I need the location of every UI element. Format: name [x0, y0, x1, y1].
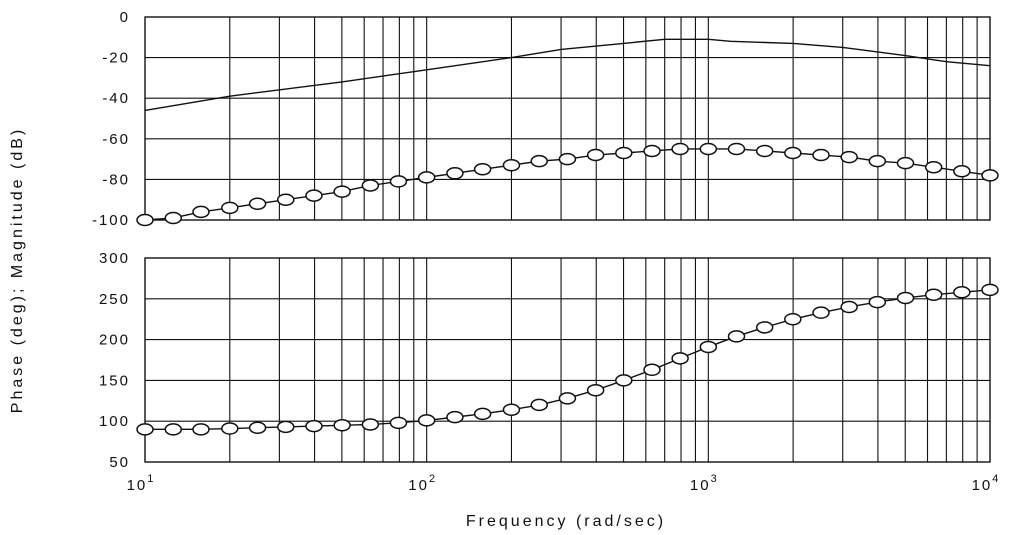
series-line: [144, 38, 991, 112]
data-point-marker: [643, 144, 661, 158]
data-point-marker: [473, 163, 492, 176]
series-line: [145, 289, 991, 431]
data-point-marker: [389, 175, 408, 188]
y-tick-label: 0: [120, 9, 130, 26]
x-tick-label: 101: [127, 473, 156, 494]
data-point-marker: [305, 189, 323, 202]
data-point-marker: [868, 295, 887, 309]
plot-frame: [144, 257, 991, 463]
x-tick-label: 103: [690, 473, 719, 494]
data-point-marker: [361, 418, 380, 431]
data-point-marker: [615, 146, 633, 160]
y-tick-label: 150: [99, 372, 130, 389]
magnitude-panel: 0 -20 -40 -60 -80 -100: [92, 9, 999, 229]
y-tick-label: -100: [92, 212, 130, 229]
data-point-marker: [276, 193, 295, 206]
data-point-marker: [164, 211, 183, 225]
data-point-marker: [446, 410, 464, 424]
x-tick-label: 102: [408, 473, 437, 494]
data-point-marker: [530, 154, 548, 168]
data-point-marker: [248, 197, 267, 211]
data-point-marker: [755, 144, 774, 158]
data-point-marker: [276, 420, 295, 434]
y-tick-label: 100: [99, 413, 130, 430]
data-point-marker: [953, 165, 971, 178]
data-point-marker: [812, 306, 830, 319]
y-tick-label: 250: [99, 291, 130, 308]
data-point-marker: [502, 158, 521, 172]
data-point-marker: [699, 142, 718, 156]
y-tick-label: -40: [102, 90, 130, 107]
data-point-marker: [558, 392, 577, 405]
data-point-marker: [615, 374, 633, 387]
data-point-marker: [699, 340, 718, 354]
y-tick-label: 50: [109, 454, 130, 471]
data-point-marker: [305, 419, 323, 433]
y-tick-label: -80: [102, 171, 130, 188]
data-point-marker: [164, 423, 183, 436]
data-point-marker: [896, 291, 915, 305]
y-tick-label: -60: [102, 131, 130, 148]
data-point-marker: [784, 312, 802, 326]
data-point-marker: [896, 156, 915, 170]
data-point-marker: [417, 171, 436, 184]
data-point-marker: [530, 398, 548, 412]
data-point-marker: [755, 321, 774, 334]
data-point-marker: [417, 414, 436, 427]
data-point-marker: [981, 169, 999, 182]
data-point-marker: [136, 423, 154, 436]
data-point-marker: [586, 383, 605, 397]
data-point-marker: [192, 423, 210, 436]
data-point-marker: [643, 363, 661, 377]
y-tick-label: 300: [99, 250, 130, 267]
data-point-marker: [221, 422, 239, 435]
data-point-marker: [192, 205, 210, 219]
data-point-marker: [924, 288, 943, 301]
data-point-marker: [924, 160, 943, 174]
data-point-marker: [727, 142, 746, 156]
x-axis-title: Frequency (rad/sec): [466, 513, 666, 530]
data-point-marker: [361, 179, 380, 192]
y-tick-label: 200: [99, 332, 130, 349]
data-point-marker: [812, 148, 830, 162]
data-point-marker: [671, 142, 689, 156]
data-point-marker: [586, 148, 605, 162]
data-point-marker: [333, 419, 351, 432]
data-point-marker: [784, 146, 802, 160]
data-point-marker: [840, 150, 858, 164]
data-point-marker: [868, 154, 887, 168]
y-axis-title: Phase (deg); Magnitude (dB): [9, 127, 26, 413]
phase-panel: 300 250 200 150 100 50 101 102 103 104: [99, 250, 1001, 494]
x-tick-label: 104: [972, 473, 1001, 494]
data-point-marker: [221, 201, 239, 215]
data-point-marker: [248, 421, 267, 434]
data-point-marker: [502, 403, 521, 417]
data-point-marker: [558, 152, 577, 166]
data-point-marker: [840, 300, 858, 314]
data-point-marker: [389, 416, 408, 430]
data-point-marker: [136, 213, 154, 227]
data-point-marker: [981, 283, 999, 297]
data-point-marker: [671, 352, 689, 365]
data-point-marker: [727, 330, 746, 343]
data-point-marker: [446, 167, 464, 180]
data-point-marker: [333, 185, 351, 198]
data-point-marker: [473, 407, 492, 421]
plot-frame: [144, 16, 991, 221]
data-point-marker: [953, 286, 971, 299]
y-tick-label: -20: [102, 50, 130, 67]
